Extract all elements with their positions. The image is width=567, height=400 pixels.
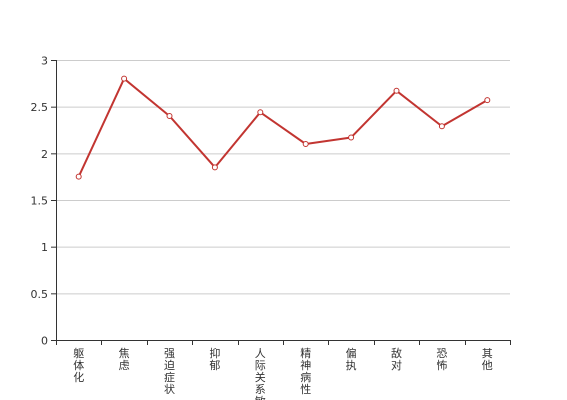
y-tick-label: 1.5	[31, 195, 49, 208]
x-tick-labels: 躯体化 焦虑 强迫症状 抑郁 人际关系敏感 精神病性 偏执 敌对 恐怖 其他	[73, 346, 493, 400]
x-tick-label: 恐怖	[436, 347, 447, 372]
x-tick-label: 其他	[482, 347, 493, 372]
data-point	[348, 134, 355, 141]
data-point	[302, 141, 309, 147]
y-tick-label: 1	[41, 241, 48, 254]
y-tick-label: 2	[41, 148, 48, 161]
grid-lines	[56, 60, 510, 295]
data-point	[121, 75, 128, 82]
x-tick-label: 抑郁	[209, 346, 220, 372]
axes	[51, 60, 511, 345]
x-tick-label: 焦虑	[119, 347, 130, 372]
x-tick-label: 敌对	[391, 346, 402, 372]
x-tick-label: 强迫症状	[164, 347, 175, 396]
y-tick-labels: 0 0.5 1 1.5 2 2.5 3	[31, 55, 49, 348]
data-point	[211, 164, 218, 171]
y-tick-label: 0.5	[31, 288, 49, 301]
x-tick-label: 躯体化	[73, 347, 84, 384]
x-tick-label: 精神病性	[300, 347, 311, 396]
y-tick-label: 0	[41, 335, 48, 348]
data-point	[257, 109, 264, 116]
data-point	[438, 123, 445, 130]
data-point	[75, 173, 82, 180]
data-point	[166, 113, 173, 119]
series-line	[77, 77, 488, 178]
series	[75, 75, 491, 180]
data-point	[393, 87, 400, 94]
x-tick-label: 人际关系敏感	[255, 347, 266, 400]
data-point	[484, 97, 491, 104]
y-tick-label: 2.5	[31, 101, 49, 114]
y-tick-label: 3	[41, 55, 48, 68]
x-tick-label: 偏执	[346, 346, 357, 372]
